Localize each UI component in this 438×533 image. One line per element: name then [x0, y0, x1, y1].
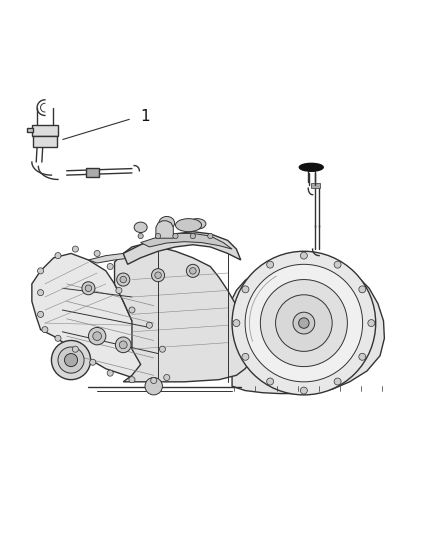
- Circle shape: [155, 272, 161, 278]
- Polygon shape: [32, 254, 167, 382]
- Circle shape: [151, 377, 157, 384]
- Circle shape: [300, 252, 307, 259]
- Circle shape: [90, 359, 96, 365]
- Circle shape: [245, 264, 363, 382]
- Circle shape: [146, 322, 152, 328]
- FancyBboxPatch shape: [32, 125, 58, 136]
- Circle shape: [334, 261, 341, 268]
- Polygon shape: [156, 221, 173, 238]
- Ellipse shape: [299, 163, 323, 171]
- Circle shape: [267, 261, 274, 268]
- Circle shape: [368, 320, 375, 327]
- Circle shape: [164, 375, 170, 381]
- Polygon shape: [123, 232, 241, 264]
- Circle shape: [85, 285, 92, 292]
- Circle shape: [152, 269, 165, 282]
- Circle shape: [72, 246, 78, 252]
- Circle shape: [129, 377, 135, 383]
- Circle shape: [300, 387, 307, 394]
- Circle shape: [42, 327, 48, 333]
- Circle shape: [55, 253, 61, 259]
- Circle shape: [94, 251, 100, 256]
- Circle shape: [107, 370, 113, 376]
- Circle shape: [173, 233, 178, 239]
- Ellipse shape: [159, 216, 175, 230]
- Circle shape: [293, 312, 315, 334]
- Polygon shape: [141, 233, 232, 249]
- Circle shape: [260, 279, 347, 367]
- Circle shape: [38, 268, 44, 274]
- Ellipse shape: [188, 219, 206, 229]
- Circle shape: [267, 378, 274, 385]
- Circle shape: [242, 353, 249, 360]
- Ellipse shape: [134, 222, 147, 232]
- Circle shape: [72, 346, 78, 352]
- Circle shape: [159, 346, 166, 352]
- Circle shape: [117, 273, 130, 286]
- Circle shape: [107, 263, 113, 270]
- Circle shape: [233, 320, 240, 327]
- Circle shape: [119, 341, 127, 349]
- FancyBboxPatch shape: [309, 166, 314, 171]
- Circle shape: [155, 233, 161, 239]
- Circle shape: [38, 311, 44, 318]
- Circle shape: [38, 289, 44, 296]
- FancyBboxPatch shape: [27, 128, 33, 133]
- Circle shape: [51, 341, 91, 379]
- Text: 1: 1: [141, 109, 150, 124]
- Circle shape: [88, 327, 106, 345]
- FancyBboxPatch shape: [33, 136, 57, 147]
- Polygon shape: [228, 259, 385, 393]
- Circle shape: [120, 276, 127, 283]
- Circle shape: [58, 347, 84, 373]
- Polygon shape: [115, 245, 254, 382]
- Circle shape: [190, 268, 196, 274]
- Circle shape: [116, 337, 131, 353]
- Circle shape: [138, 233, 143, 239]
- Circle shape: [242, 286, 249, 293]
- Circle shape: [359, 353, 366, 360]
- Circle shape: [93, 332, 102, 341]
- Circle shape: [145, 377, 162, 395]
- Circle shape: [359, 286, 366, 293]
- Circle shape: [64, 353, 78, 367]
- Circle shape: [232, 251, 376, 395]
- Circle shape: [299, 318, 309, 328]
- Polygon shape: [88, 254, 141, 263]
- Circle shape: [208, 233, 213, 239]
- FancyBboxPatch shape: [86, 168, 99, 177]
- Circle shape: [186, 264, 199, 277]
- Circle shape: [190, 233, 195, 239]
- Circle shape: [334, 378, 341, 385]
- Circle shape: [276, 295, 332, 351]
- Circle shape: [116, 287, 122, 294]
- Circle shape: [129, 307, 135, 313]
- Circle shape: [55, 335, 61, 341]
- FancyBboxPatch shape: [311, 183, 320, 188]
- Ellipse shape: [176, 219, 201, 232]
- Circle shape: [82, 282, 95, 295]
